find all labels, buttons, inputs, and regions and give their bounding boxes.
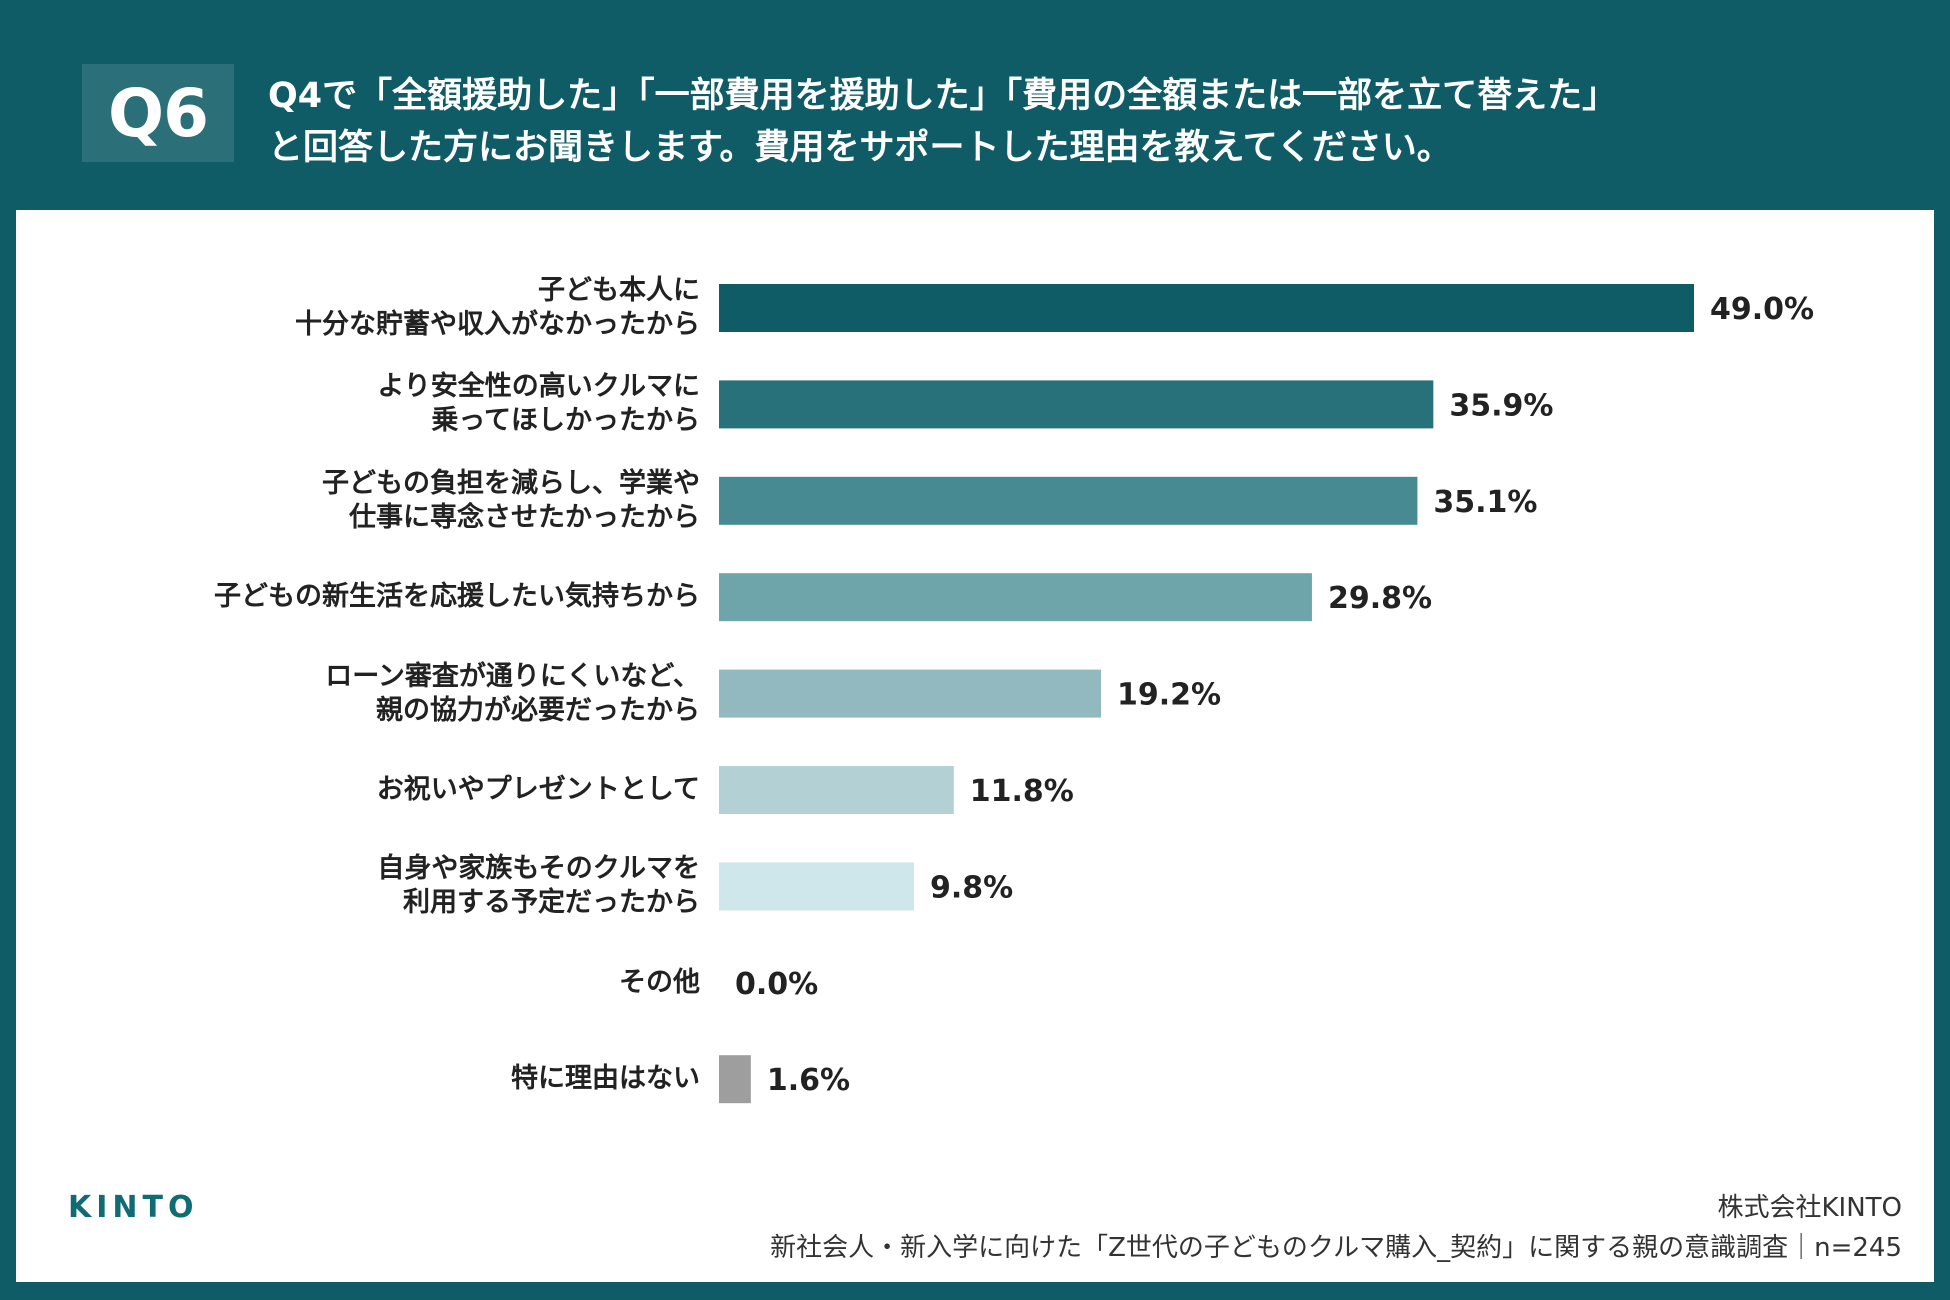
category-label-5-line-2: 親の協力が必要だったから bbox=[376, 694, 700, 726]
question-badge: Q6 bbox=[82, 64, 234, 162]
header: Q6 Q4で「全額援助した」「一部費用を援助した」「費用の全額または一部を立て替… bbox=[0, 0, 1950, 210]
category-label-8-line-1: その他 bbox=[619, 966, 700, 998]
footer-company: 株式会社KINTO bbox=[1717, 1193, 1902, 1223]
bar-chart-svg: 49.0% 35.9% 35.1% 29.8% 19.2% 11.8% 9.8% 0.0% 1.… bbox=[719, 284, 1814, 1104]
category-label-6: お祝いやプレゼントとして bbox=[140, 773, 700, 807]
category-label-7-line-1: 自身や家族もそのクルマを bbox=[377, 853, 700, 885]
footer-source: 株式会社KINTO 新社会人・新入学に向けた「Z世代の子どものクルマ購入_契約」… bbox=[770, 1188, 1902, 1268]
category-label-7-line-2: 利用する予定だったから bbox=[403, 887, 700, 919]
bar-6 bbox=[719, 766, 954, 814]
category-label-2-line-2: 乗ってほしかったから bbox=[431, 405, 700, 437]
kinto-logo: KINTO bbox=[68, 1190, 199, 1225]
value-label-2: 35.9% bbox=[1449, 388, 1553, 423]
category-label-8: その他 bbox=[140, 966, 700, 1000]
category-label-1-line-2: 十分な貯蓄や収入がなかったから bbox=[295, 309, 700, 340]
category-label-5-line-1: ローン審査が通りにくいなど、 bbox=[325, 660, 700, 692]
bar-7 bbox=[719, 862, 914, 911]
value-label-5: 19.2% bbox=[1117, 678, 1221, 713]
category-label-3-line-2: 仕事に専念させたかったから bbox=[349, 501, 700, 533]
question-title: Q4で「全額援助した」「一部費用を援助した」「費用の全額または一部を立て替えた」… bbox=[268, 70, 1908, 174]
value-label-6: 11.8% bbox=[970, 774, 1074, 809]
value-label-3: 35.1% bbox=[1433, 485, 1537, 520]
bar-3 bbox=[719, 476, 1418, 525]
bar-5 bbox=[719, 669, 1102, 718]
category-label-4-line-1: 子どもの新生活を応援したい気持ちから bbox=[214, 581, 700, 613]
bar-1 bbox=[719, 284, 1694, 332]
value-label-4: 29.8% bbox=[1328, 581, 1432, 616]
category-label-2-line-1: より安全性の高いクルマに bbox=[377, 371, 700, 403]
category-label-9: 特に理由はない bbox=[140, 1062, 700, 1096]
category-label-1: 子ども本人に 十分な貯蓄や収入がなかったから bbox=[140, 274, 700, 342]
category-label-9-line-1: 特に理由はない bbox=[511, 1063, 700, 1095]
category-label-3: 子どもの負担を減らし、学業や 仕事に専念させたかったから bbox=[140, 467, 700, 535]
category-label-2: より安全性の高いクルマに 乗ってほしかったから bbox=[140, 370, 700, 438]
category-label-3-line-1: 子どもの負担を減らし、学業や bbox=[322, 467, 700, 499]
bar-4 bbox=[719, 573, 1312, 622]
bar-chart: 49.0% 35.9% 35.1% 29.8% 19.2% 11.8% 9.8% 0.0% 1.… bbox=[16, 210, 1934, 1130]
category-label-1-line-1: 子ども本人に bbox=[538, 275, 700, 306]
bar-2 bbox=[719, 380, 1434, 429]
question-title-line-2: と回答した方にお聞きします。費用をサポートした理由を教えてください。 bbox=[268, 128, 1452, 168]
value-label-9: 1.6% bbox=[767, 1063, 850, 1098]
footer-survey: 新社会人・新入学に向けた「Z世代の子どものクルマ購入_契約」に関する親の意識調査… bbox=[770, 1233, 1902, 1263]
question-title-line-1: Q4で「全額援助した」「一部費用を援助した」「費用の全額または一部を立て替えた」 bbox=[268, 76, 1618, 116]
value-label-1: 49.0% bbox=[1710, 292, 1814, 327]
value-label-7: 9.8% bbox=[930, 870, 1013, 905]
chart-panel: 49.0% 35.9% 35.1% 29.8% 19.2% 11.8% 9.8% 0.0% 1.… bbox=[16, 210, 1934, 1282]
category-label-7: 自身や家族もそのクルマを 利用する予定だったから bbox=[140, 852, 700, 920]
category-label-5: ローン審査が通りにくいなど、 親の協力が必要だったから bbox=[140, 660, 700, 728]
value-label-8: 0.0% bbox=[735, 967, 818, 1002]
category-label-4: 子どもの新生活を応援したい気持ちから bbox=[140, 580, 700, 614]
bar-9 bbox=[719, 1055, 751, 1104]
category-label-6-line-1: お祝いやプレゼントとして bbox=[376, 774, 700, 805]
